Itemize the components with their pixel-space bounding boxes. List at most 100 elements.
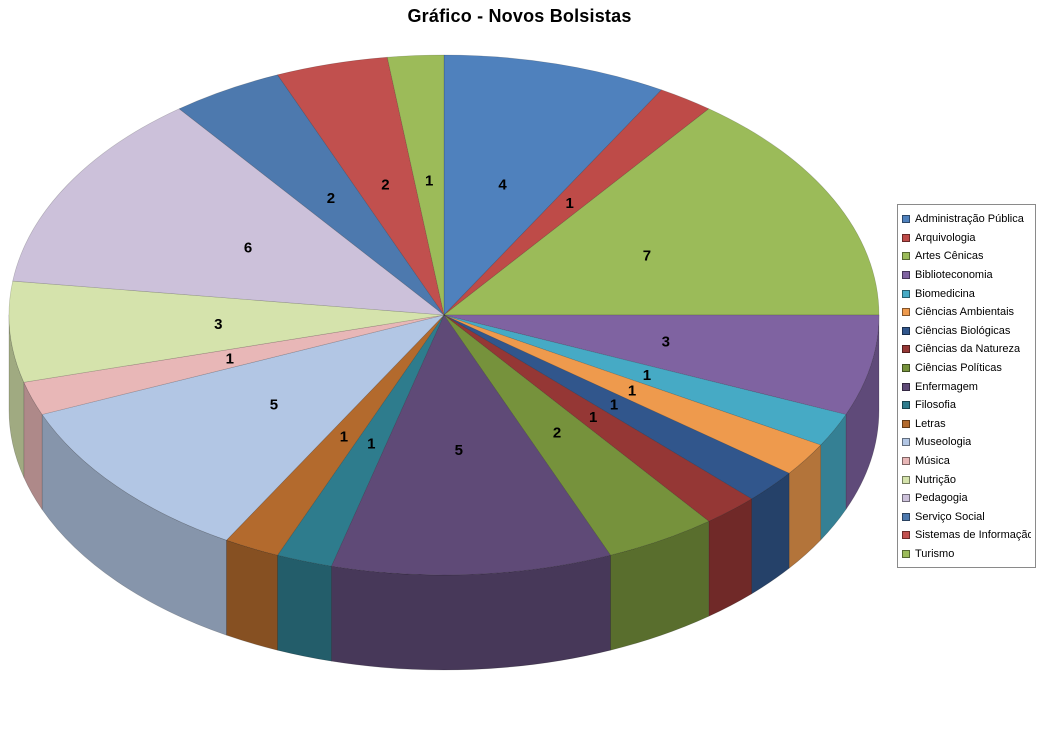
legend-item-letras: Letras xyxy=(902,415,1031,434)
legend-label: Biblioteconomia xyxy=(915,269,993,282)
slice-value-label-administracao-publica: 4 xyxy=(498,177,507,194)
legend-swatch-icon xyxy=(902,512,910,521)
legend-item-nutricao: Nutrição xyxy=(902,470,1031,489)
pie-slice-museologia xyxy=(41,314,445,541)
legend-swatch-icon xyxy=(902,308,910,317)
legend-item-administracao-publica: Administração Pública xyxy=(902,210,1031,229)
legend-swatch-icon xyxy=(902,457,910,466)
legend-label: Sistemas de Informação xyxy=(915,529,1031,542)
legend-swatch-icon xyxy=(902,252,910,261)
legend-swatch-icon xyxy=(902,364,910,373)
legend-swatch-icon xyxy=(902,326,910,335)
pie-slice-ciencias-da-natureza xyxy=(443,314,752,522)
legend-label: Pedagogia xyxy=(915,492,968,505)
pie-slice-ciencias-politicas xyxy=(443,314,710,556)
legend-swatch-icon xyxy=(902,401,910,410)
legend-label: Museologia xyxy=(915,436,972,449)
legend-label: Arquivologia xyxy=(915,231,976,244)
chart-title: Gráfico - Novos Bolsistas xyxy=(407,6,632,26)
legend-item-museologia: Museologia xyxy=(902,433,1031,452)
slice-value-label-ciencias-politicas: 2 xyxy=(553,424,561,441)
legend-item-arquivologia: Arquivologia xyxy=(902,229,1031,248)
slice-value-label-nutricao: 3 xyxy=(214,316,222,333)
legend-swatch-icon xyxy=(902,382,910,391)
pie-slice-turismo xyxy=(386,54,445,316)
slice-value-label-letras: 1 xyxy=(340,429,348,446)
pie-slice-musica xyxy=(23,314,445,415)
legend-label: Biomedicina xyxy=(915,287,975,300)
pie-slice-filosofia xyxy=(277,314,445,567)
slice-value-label-sistemas-de-informacao: 2 xyxy=(381,177,389,194)
legend-label: Ciências Biológicas xyxy=(915,324,1011,337)
pie-slice-letras xyxy=(226,314,445,556)
pie-slice-ciencias-biologicas xyxy=(443,314,790,500)
slice-value-label-biomedicina: 1 xyxy=(643,367,651,384)
pie-slice-pedagogia xyxy=(12,108,445,316)
legend-item-biblioteconomia: Biblioteconomia xyxy=(902,266,1031,285)
pie-slice-wall-letras xyxy=(226,539,278,651)
slice-value-label-musica: 1 xyxy=(226,351,234,368)
pie-slice-arquivologia xyxy=(443,89,710,316)
pie-slice-biomedicina xyxy=(443,314,847,446)
pie-slice-administracao-publica xyxy=(443,54,662,316)
legend-label: Ciências Políticas xyxy=(915,362,1002,375)
legend-item-artes-cenicas: Artes Cênicas xyxy=(902,247,1031,266)
slice-value-label-ciencias-ambientais: 1 xyxy=(628,382,636,399)
legend-label: Artes Cênicas xyxy=(915,250,984,263)
legend-item-ciencias-politicas: Ciências Políticas xyxy=(902,359,1031,378)
legend-swatch-icon xyxy=(902,289,910,298)
legend-item-ciencias-biologicas: Ciências Biológicas xyxy=(902,322,1031,341)
legend-label: Filosofia xyxy=(915,399,956,412)
legend-swatch-icon xyxy=(902,475,910,484)
legend-label: Ciências da Natureza xyxy=(915,343,1021,356)
legend-item-ciencias-ambientais: Ciências Ambientais xyxy=(902,303,1031,322)
slice-value-label-servico-social: 2 xyxy=(327,190,335,207)
legend-label: Administração Pública xyxy=(915,213,1024,226)
legend-label: Ciências Ambientais xyxy=(915,306,1015,319)
pie-slice-wall-filosofia xyxy=(277,554,332,662)
legend-label: Turismo xyxy=(915,547,955,560)
pie-slice-servico-social xyxy=(178,74,445,316)
legend: Administração Pública Arquivologia Artes C… xyxy=(897,204,1036,569)
slice-value-label-arquivologia: 1 xyxy=(565,195,573,212)
legend-swatch-icon xyxy=(902,215,910,224)
legend-swatch-icon xyxy=(902,233,910,242)
pie-slice-artes-cenicas xyxy=(443,108,880,316)
legend-item-pedagogia: Pedagogia xyxy=(902,489,1031,508)
slice-value-label-biblioteconomia: 3 xyxy=(662,334,670,351)
pie-slice-sistemas-de-informacao xyxy=(277,56,445,316)
legend-item-sistemas-de-informacao: Sistemas de Informação xyxy=(902,526,1031,545)
legend-swatch-icon xyxy=(902,494,910,503)
legend-item-turismo: Turismo xyxy=(902,545,1031,564)
pie-slice-ciencias-ambientais xyxy=(443,314,822,474)
slice-value-label-artes-cenicas: 7 xyxy=(643,247,651,264)
legend-item-enfermagem: Enfermagem xyxy=(902,377,1031,396)
slice-value-label-filosofia: 1 xyxy=(367,435,375,452)
slice-value-label-enfermagem: 5 xyxy=(455,442,463,459)
legend-swatch-icon xyxy=(902,438,910,447)
legend-label: Letras xyxy=(915,417,946,430)
pie-slice-biblioteconomia xyxy=(443,314,880,415)
legend-swatch-icon xyxy=(902,549,910,558)
slice-value-label-pedagogia: 6 xyxy=(244,240,252,257)
slice-value-label-ciencias-da-natureza: 1 xyxy=(589,409,597,426)
legend-item-musica: Música xyxy=(902,452,1031,471)
legend-item-biomedicina: Biomedicina xyxy=(902,284,1031,303)
legend-swatch-icon xyxy=(902,271,910,280)
legend-label: Enfermagem xyxy=(915,380,978,393)
legend-swatch-icon xyxy=(902,531,910,540)
legend-item-ciencias-da-natureza: Ciências da Natureza xyxy=(902,340,1031,359)
slice-value-label-turismo: 1 xyxy=(425,172,433,189)
pie-slice-enfermagem xyxy=(331,314,611,576)
legend-swatch-icon xyxy=(902,345,910,354)
legend-label: Serviço Social xyxy=(915,510,985,523)
legend-swatch-icon xyxy=(902,419,910,428)
slice-value-label-museologia: 5 xyxy=(270,396,278,413)
legend-item-servico-social: Serviço Social xyxy=(902,508,1031,527)
legend-label: Nutrição xyxy=(915,473,956,486)
pie-slice-nutricao xyxy=(8,280,445,383)
legend-item-filosofia: Filosofia xyxy=(902,396,1031,415)
legend-label: Música xyxy=(915,455,950,468)
slice-value-label-ciencias-biologicas: 1 xyxy=(610,396,618,413)
